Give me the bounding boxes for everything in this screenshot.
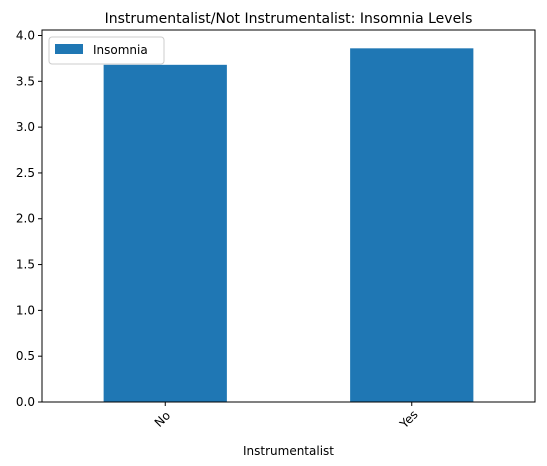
chart-title: Instrumentalist/Not Instrumentalist: Ins… [105,11,473,27]
bar-no [103,64,227,402]
x-axis: No Yes [152,402,421,432]
legend-box [48,36,165,65]
y-tick-label: 3.5 [16,74,35,88]
y-tick-label: 3.0 [16,120,35,134]
x-axis-label: Instrumentalist [243,444,334,458]
y-tick-label: 2.5 [16,166,35,180]
y-tick-label: 2.0 [16,212,35,226]
y-tick-label: 0.5 [16,349,35,363]
y-tick-label: 4.0 [16,28,35,42]
y-tick-label: 1.5 [16,258,35,272]
bars-layer [103,48,474,402]
x-tick-label: Yes [396,407,420,431]
y-tick-label: 1.0 [16,303,35,317]
plot-frame [41,29,536,403]
bar-yes [350,48,474,402]
x-tick-label: No [152,408,173,429]
legend-label: Insomnia [93,43,148,57]
y-tick-label: 0.0 [16,395,35,409]
legend-swatch [55,44,83,54]
legend: Insomnia [48,36,165,65]
y-axis: 0.0 0.5 1.0 1.5 2.0 2.5 3.0 3.5 4.0 [16,28,42,409]
